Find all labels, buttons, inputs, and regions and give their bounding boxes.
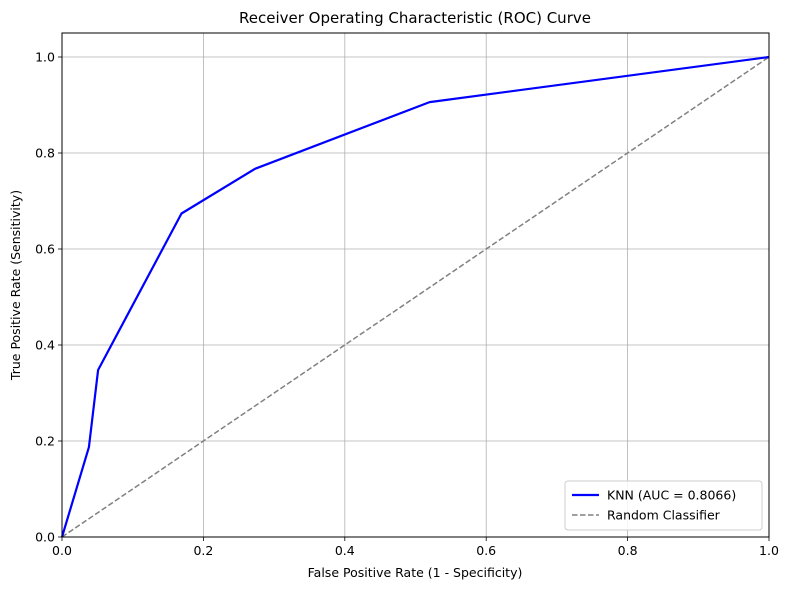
chart-title: Receiver Operating Characteristic (ROC) … bbox=[239, 9, 591, 27]
x-tick-label: 0.2 bbox=[193, 543, 213, 558]
x-axis-title: False Positive Rate (1 - Specificity) bbox=[308, 565, 523, 580]
random-classifier-line bbox=[61, 56, 770, 538]
y-axis-title: True Positive Rate (Sensitivity) bbox=[8, 190, 23, 381]
legend-label: KNN (AUC = 0.8066) bbox=[607, 488, 736, 503]
y-tick-label: 0.0 bbox=[35, 530, 55, 545]
legend-box bbox=[564, 480, 763, 531]
x-tick-label: 0.8 bbox=[618, 543, 638, 558]
x-tick-label: 0.0 bbox=[52, 543, 72, 558]
x-tick-label: 0.4 bbox=[335, 543, 355, 558]
y-tick-label: 0.8 bbox=[35, 146, 55, 161]
ticks: 0.0 0.2 0.4 0.6 0.8 1.0 0.0 0.2 0.4 0.6 0.8 1.0 bbox=[35, 50, 779, 559]
x-tick-label: 0.6 bbox=[476, 543, 496, 558]
y-tick-label: 0.6 bbox=[35, 242, 55, 257]
series-layer bbox=[60, 55, 770, 538]
y-tick-label: 0.4 bbox=[35, 338, 55, 353]
y-tick-label: 1.0 bbox=[35, 50, 55, 65]
x-tick-label: 1.0 bbox=[759, 543, 779, 558]
plot-frame bbox=[61, 32, 770, 538]
legend: KNN (AUC = 0.8066) Random Classifier bbox=[564, 480, 763, 531]
y-tick-label: 0.2 bbox=[35, 434, 55, 449]
knn-roc-line bbox=[60, 55, 770, 538]
legend-label: Random Classifier bbox=[607, 508, 721, 523]
grid bbox=[61, 33, 770, 538]
